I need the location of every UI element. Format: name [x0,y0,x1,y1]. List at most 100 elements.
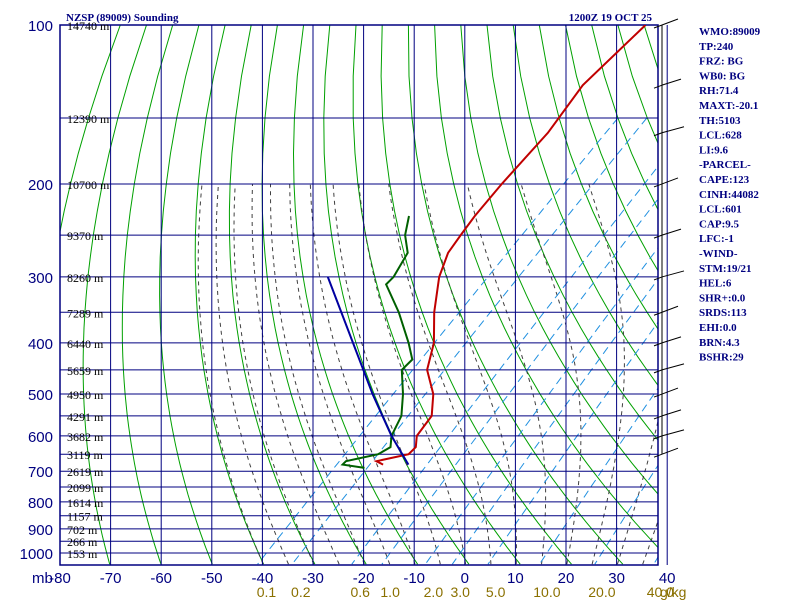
stat-line: CAP:9.5 [699,218,740,230]
temperature-tick-label: -70 [100,570,122,587]
dry-adiabat [565,25,658,272]
dry-adiabat [538,25,658,330]
temperature-tick-label: 20 [558,570,575,587]
height-label: 3682 m [67,430,104,444]
pressure-tick-label: 700 [28,464,53,481]
height-label: 266 m [67,535,98,549]
temperature-tick-label: -30 [302,570,324,587]
stat-line: LCL:601 [699,204,742,216]
wind-barb [661,363,685,371]
pressure-tick-label: 100 [28,18,53,35]
mixing-ratio-label: 10.0 [533,584,560,600]
height-label: 4291 m [67,410,104,424]
pressure-tick-label: 300 [28,270,53,287]
dry-adiabat [292,25,419,565]
height-label: 12390 m [67,112,110,126]
stat-line: SRDS:113 [699,307,747,319]
mixing-ratio-label: 0.2 [291,584,311,600]
mixing-ratio-label: 5.0 [486,584,506,600]
mixing-ratio-line [539,387,658,565]
pressure-tick-label: 600 [28,429,53,446]
wind-barb-tick [653,24,663,29]
mixing-ratio-label: 20.0 [588,584,615,600]
plot-frame [59,24,659,566]
temperature-tick-label: 30 [608,570,625,587]
height-label: 2619 m [67,465,104,479]
height-label: 1157 m [67,510,104,524]
wind-barb [661,177,679,185]
wind-barb-tick [653,183,663,188]
stat-line: HEL:6 [699,278,732,290]
wind-barb-tick [653,132,663,137]
wind-barb [661,270,685,278]
height-label: 10700 m [67,178,110,192]
stat-line: WMO:89009 [699,26,761,38]
height-label: 153 m [67,547,98,561]
height-label: 1614 m [67,496,104,510]
stat-line: TP:240 [699,41,734,53]
stat-line: -WIND- [699,248,738,260]
dry-adiabat [380,25,572,565]
mixing-ratio-label: 3.0 [450,584,470,600]
pressure-tick-label: 500 [28,387,53,404]
profile-temperature [373,25,647,466]
pressure-tick-label: 400 [28,336,53,353]
temperature-tick-label: -80 [49,570,71,587]
dry-adiabat [194,25,265,565]
wind-barb [661,126,685,134]
chart-time: 1200Z 19 OCT 25 [569,12,653,24]
height-label: 5659 m [67,364,104,378]
wind-barb [661,228,682,236]
wind-barb [661,18,679,26]
stat-line: CAPE:123 [699,174,750,186]
axis-unit-label: mb [32,570,53,587]
dry-adiabat [323,25,470,565]
height-label: 702 m [67,523,98,537]
wind-barb-tick [653,393,663,398]
height-label: 7289 m [67,306,104,320]
dry-adiabat [775,25,800,564]
wind-barb-tick [653,276,663,281]
wind-barb [661,305,679,313]
wind-barb [661,429,685,437]
stat-line: EHI:0.0 [699,322,737,334]
dry-adiabat [486,25,658,441]
dry-adiabat [228,25,316,565]
dry-adiabat [121,25,174,565]
moist-adiabat [520,183,582,565]
wind-barb-tick [653,234,663,239]
temperature-tick-label: -60 [150,570,172,587]
stat-line: MAXT:-20.1 [699,100,758,112]
temperature-tick-label: -50 [201,570,223,587]
stat-line: BRN:4.3 [699,337,740,349]
wind-barb [661,78,682,86]
stats-panel: WMO:89009 TP:240 FRZ: BG WB0: BG RH:71.4 MAXT… [699,26,761,364]
wind-barb-tick [653,453,663,458]
moist-adiabat [358,183,467,565]
wind-barb [661,447,679,455]
moist-adiabat [616,419,658,565]
profile-parcel [326,276,410,466]
temperature-tick-label: -20 [353,570,375,587]
height-label: 4950 m [67,388,104,402]
stat-line: TH:5103 [699,115,741,127]
mixing-ratio-label: 2.0 [424,584,444,600]
pressure-tick-label: 800 [28,495,53,512]
dry-adiabat [82,25,147,565]
mixing-ratio-label: 1.0 [380,584,400,600]
stat-line: -PARCEL- [699,159,751,171]
mixing-ratio-line [257,117,619,565]
profile-dewpoint [340,215,414,469]
mixing-ratio-line [291,117,648,565]
dry-adiabat [159,25,213,565]
temperature-tick-label: -10 [403,570,425,587]
wind-barb-tick [653,435,663,440]
pressure-tick-label: 1000 [20,546,53,563]
wind-barb-tick [653,311,663,316]
stat-line: BSHR:29 [699,352,744,364]
wind-barb-tick [653,369,663,374]
mixing-ratio-unit: g/kg [660,584,686,600]
height-label: 14740 m [67,19,110,33]
moist-adiabat [332,183,441,565]
